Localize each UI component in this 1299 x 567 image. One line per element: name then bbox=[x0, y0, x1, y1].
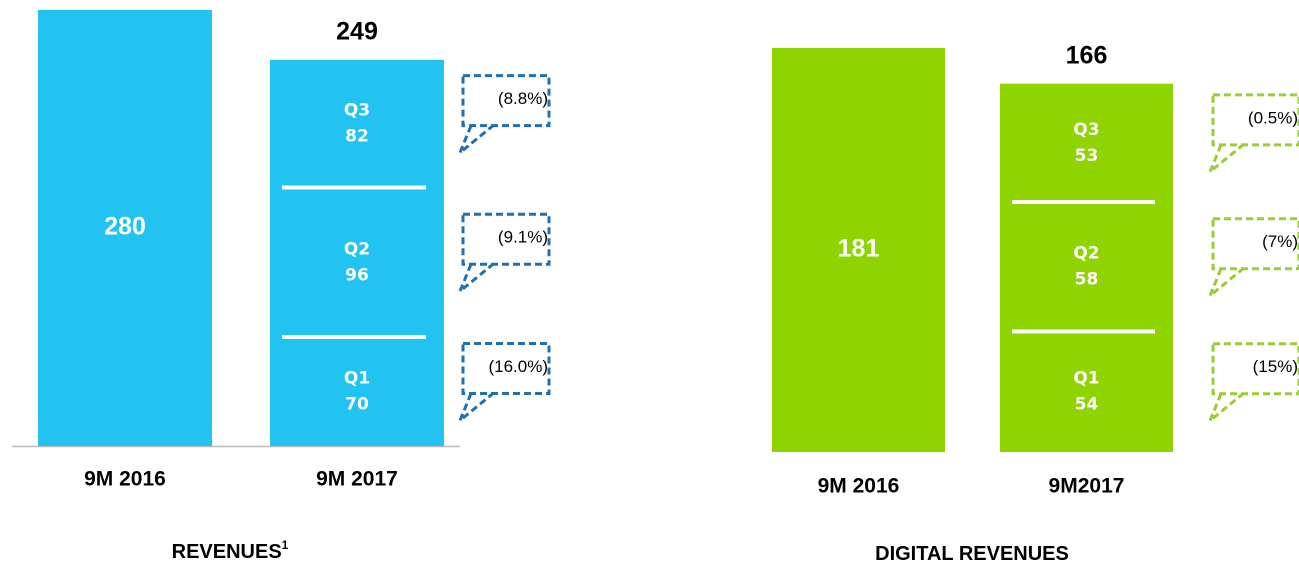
segment-name: Q3 bbox=[344, 101, 370, 121]
segment-value: 58 bbox=[1075, 270, 1099, 290]
bar bbox=[38, 10, 212, 446]
bar-segment bbox=[1000, 202, 1173, 332]
callout-tail bbox=[1208, 392, 1244, 422]
title-text: REVENUES bbox=[172, 541, 282, 563]
change-label: (15%) bbox=[1253, 357, 1298, 376]
callout-tail bbox=[458, 263, 494, 293]
segment-name: Q1 bbox=[1073, 369, 1099, 389]
x-tick-label: 9M 2016 bbox=[84, 468, 166, 491]
callout-tail bbox=[1208, 143, 1244, 174]
callout-box bbox=[461, 74, 551, 128]
total-label: 249 bbox=[336, 17, 378, 45]
x-tick-label: 9M 2017 bbox=[316, 468, 398, 491]
change-label: (16.0%) bbox=[488, 357, 548, 376]
segment-value: 82 bbox=[345, 127, 369, 147]
change-label: (0.5%) bbox=[1248, 108, 1298, 127]
segment-name: Q1 bbox=[344, 369, 370, 389]
title-text: DIGITAL REVENUES bbox=[875, 543, 1069, 565]
title-note: 1 bbox=[282, 538, 289, 552]
bar-segment bbox=[270, 59, 444, 188]
segment-value: 96 bbox=[345, 265, 369, 285]
bar-segment bbox=[1000, 83, 1173, 203]
callout-box bbox=[461, 212, 551, 266]
callout-tail bbox=[458, 392, 494, 422]
segment-name: Q2 bbox=[344, 239, 370, 259]
bar-label: 181 bbox=[838, 235, 880, 263]
callout-box bbox=[1211, 342, 1299, 396]
x-tick-label: 9M 2016 bbox=[818, 475, 900, 498]
callout-tail bbox=[458, 124, 494, 154]
change-label: (7%) bbox=[1262, 232, 1298, 251]
total-label: 166 bbox=[1066, 41, 1108, 69]
chart-title: REVENUES1 bbox=[172, 538, 289, 563]
callout-box bbox=[461, 342, 551, 395]
bar-label: 280 bbox=[104, 213, 146, 241]
chart-title: DIGITAL REVENUES bbox=[875, 543, 1069, 565]
change-label: (9.1%) bbox=[498, 228, 548, 247]
change-label: (8.8%) bbox=[498, 89, 548, 108]
callout-box bbox=[1211, 93, 1299, 147]
x-tick-label: 9M2017 bbox=[1049, 475, 1125, 498]
segment-name: Q3 bbox=[1073, 120, 1099, 140]
callout-box bbox=[1211, 217, 1299, 271]
segment-name: Q2 bbox=[1073, 244, 1099, 264]
bar-segment bbox=[270, 187, 444, 337]
bar bbox=[772, 48, 945, 452]
bar-segment bbox=[270, 337, 444, 446]
bar-segment bbox=[1000, 331, 1173, 452]
callout-tail bbox=[1208, 267, 1244, 297]
segment-value: 53 bbox=[1075, 146, 1099, 166]
segment-value: 54 bbox=[1075, 395, 1099, 415]
segment-value: 70 bbox=[345, 395, 369, 415]
